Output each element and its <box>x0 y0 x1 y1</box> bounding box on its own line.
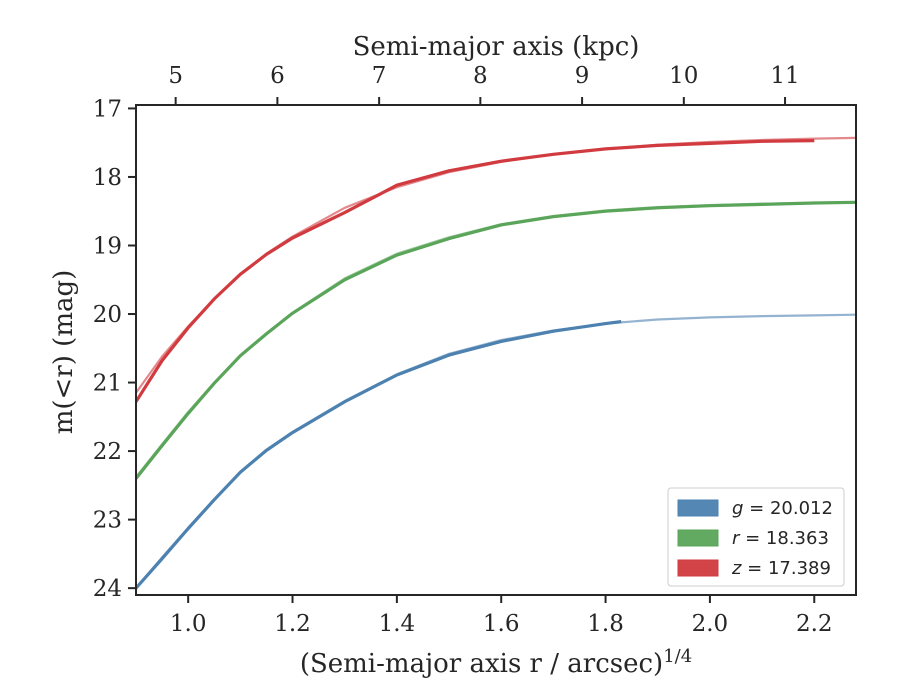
legend-label-z: z = 17.389 <box>731 558 831 579</box>
y-tick-label: 23 <box>93 508 122 534</box>
x-tick-label: 1.4 <box>379 611 416 637</box>
legend-swatch-z <box>677 559 719 577</box>
legend-swatch-g <box>677 499 719 517</box>
y-tick-label: 24 <box>93 576 122 602</box>
series-layer <box>136 136 856 590</box>
top-tick-label: 5 <box>168 63 183 89</box>
x-tick-label: 1.0 <box>170 611 207 637</box>
x-tick-label: 1.6 <box>483 611 520 637</box>
y-tick-label: 18 <box>93 165 122 191</box>
ticks-layer: 1.0 1.2 1.4 1.6 1.8 2.0 2.2 17 18 19 20 21 22 23 24 5 6 7… <box>93 63 833 637</box>
x-tick-label: 2.2 <box>796 611 833 637</box>
y-tick-label: 21 <box>93 371 122 397</box>
data-line-r <box>136 200 856 480</box>
x-tick-label: 2.0 <box>692 611 729 637</box>
y-axis-title: m(<r) (mag) <box>49 270 79 435</box>
legend-label-r: r = 18.363 <box>732 528 829 549</box>
y-tick-label: 19 <box>93 233 122 259</box>
plot-frame <box>135 104 857 596</box>
x-tick-label: 1.8 <box>587 611 624 637</box>
top-tick-label: 10 <box>669 63 698 89</box>
legend-swatch-r <box>677 529 719 547</box>
legend-label-g: g = 20.012 <box>732 498 833 519</box>
top-tick-label: 8 <box>473 63 488 89</box>
data-line-z <box>136 139 815 403</box>
y-tick-label: 22 <box>93 439 122 465</box>
top-tick-label: 7 <box>372 63 387 89</box>
top-tick-label: 9 <box>575 63 590 89</box>
y-tick-label: 20 <box>93 302 122 328</box>
x-axis-title: (Semi-major axis r / arcsec)1/4 <box>300 646 692 679</box>
top-tick-label: 6 <box>270 63 285 89</box>
legend: g = 20.012 r = 18.363 z = 17.389 <box>667 487 845 587</box>
data-line-g <box>136 320 622 590</box>
top-tick-label: 11 <box>770 63 799 89</box>
top-axis-title: Semi-major axis (kpc) <box>353 32 640 62</box>
x-tick-label: 1.2 <box>274 611 311 637</box>
y-tick-label: 17 <box>93 96 122 122</box>
